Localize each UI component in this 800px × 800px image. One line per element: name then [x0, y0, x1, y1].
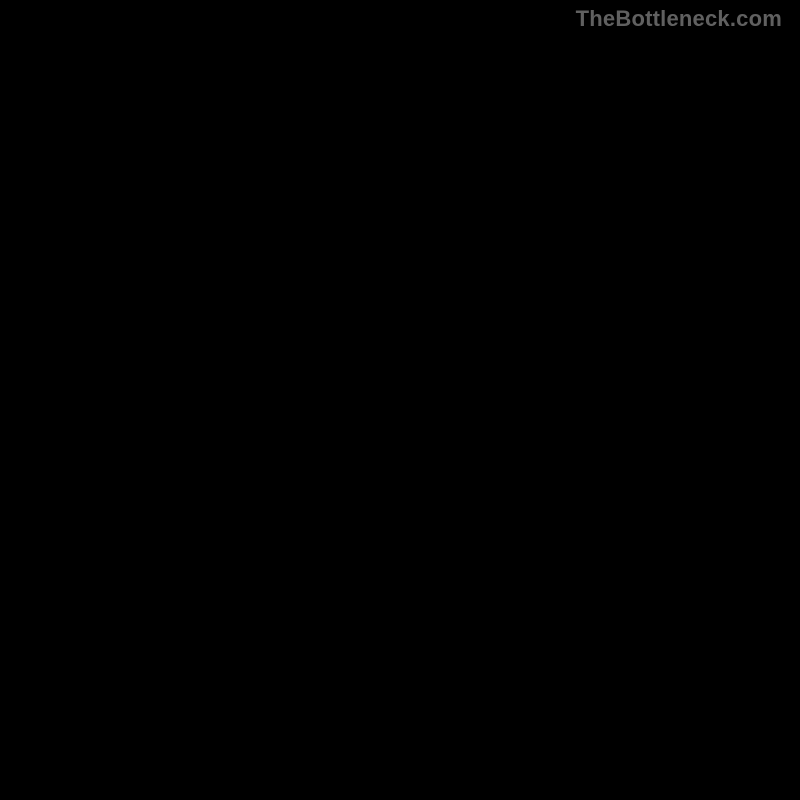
chart-container: TheBottleneck.com [0, 0, 800, 800]
watermark-text: TheBottleneck.com [576, 6, 782, 32]
heatmap-canvas [0, 0, 800, 800]
